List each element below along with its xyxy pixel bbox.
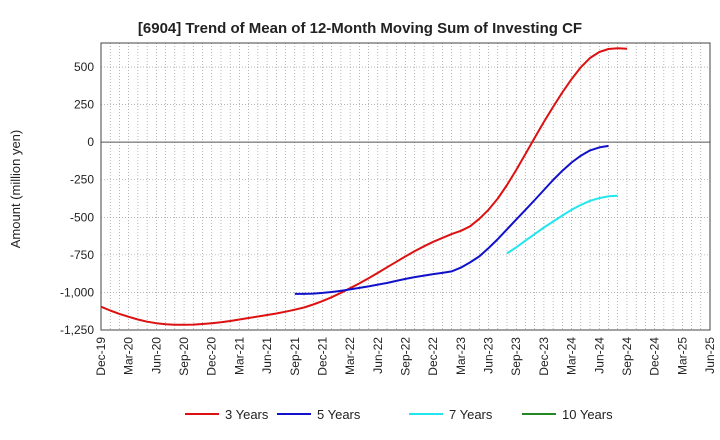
y-tick-label: -1,250 bbox=[60, 323, 94, 337]
x-tick-label: Sep-20 bbox=[177, 337, 191, 376]
x-tick-label: Mar-23 bbox=[454, 337, 468, 375]
x-tick-label: Mar-20 bbox=[122, 337, 136, 375]
y-tick-label: 250 bbox=[74, 98, 94, 112]
x-tick-label: Dec-19 bbox=[94, 337, 108, 376]
x-tick-label: Dec-22 bbox=[426, 337, 440, 376]
x-tick-label: Dec-21 bbox=[315, 337, 329, 376]
x-tick-label: Sep-23 bbox=[509, 337, 523, 376]
x-tick-label: Jun-21 bbox=[260, 337, 274, 374]
y-tick-label: 500 bbox=[74, 60, 94, 74]
legend: 3 Years 5 Years 7 Years 10 Years bbox=[185, 407, 613, 422]
grid-layer bbox=[101, 43, 710, 330]
x-tick-label: Dec-23 bbox=[537, 337, 551, 376]
series-line-5-years bbox=[294, 144, 609, 295]
x-tick-label: Sep-21 bbox=[288, 337, 302, 376]
x-tick-label: Mar-25 bbox=[675, 337, 689, 375]
legend-label: 3 Years bbox=[225, 407, 269, 422]
x-tick-label: Jun-22 bbox=[371, 337, 385, 374]
x-tick-label: Sep-22 bbox=[399, 337, 413, 376]
x-tick-label: Jun-24 bbox=[592, 337, 606, 374]
plot-frame bbox=[100, 42, 711, 331]
x-tick-label: Jun-25 bbox=[703, 337, 717, 374]
legend-label: 7 Years bbox=[449, 407, 493, 422]
y-tick-label: 0 bbox=[87, 135, 94, 149]
x-tick-label: Jun-23 bbox=[482, 337, 496, 374]
x-tick-label: Mar-24 bbox=[565, 337, 579, 375]
y-tick-label: -1,000 bbox=[60, 285, 94, 299]
x-tick-label: Mar-21 bbox=[232, 337, 246, 375]
x-tick-labels: Dec-19 Mar-20 Jun-20 Sep-20 Dec-20 Mar-21 Jun-… bbox=[94, 337, 717, 376]
x-tick-label: Mar-22 bbox=[343, 337, 357, 375]
y-tick-labels: 500 250 0 -250 -500 -750 -1,000 -1,250 bbox=[60, 60, 94, 337]
y-tick-label: -500 bbox=[70, 210, 94, 224]
x-tick-label: Dec-24 bbox=[648, 337, 662, 376]
legend-label: 5 Years bbox=[317, 407, 361, 422]
y-tick-label: -750 bbox=[70, 248, 94, 262]
series-layer bbox=[100, 47, 628, 326]
chart-title: [6904] Trend of Mean of 12-Month Moving … bbox=[138, 20, 582, 37]
x-tick-label: Dec-20 bbox=[205, 337, 219, 376]
series-line-3-years bbox=[100, 47, 628, 326]
x-tick-label: Jun-20 bbox=[149, 337, 163, 374]
x-tick-label: Sep-24 bbox=[620, 337, 634, 376]
legend-label: 10 Years bbox=[562, 407, 613, 422]
y-tick-label: -250 bbox=[70, 173, 94, 187]
y-axis-label: Amount (million yen) bbox=[8, 130, 23, 249]
series-line-7-years bbox=[506, 194, 618, 255]
